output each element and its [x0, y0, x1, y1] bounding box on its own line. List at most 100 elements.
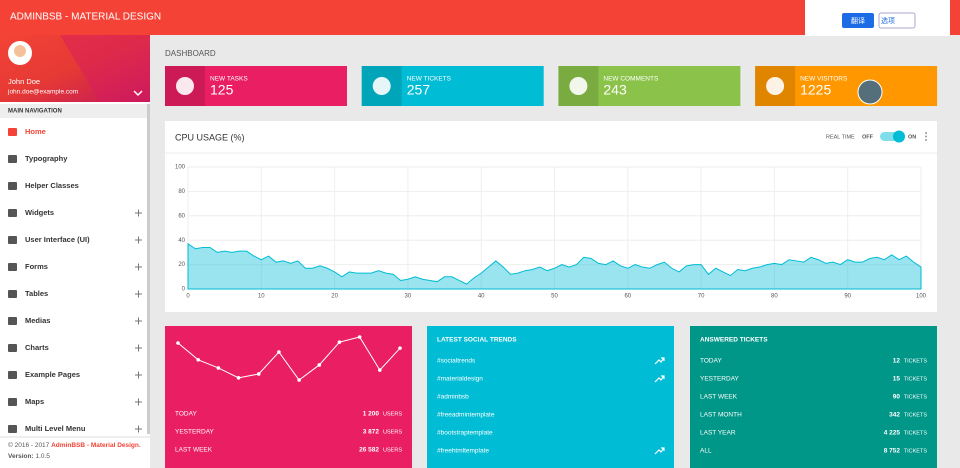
sparkline-point — [317, 363, 322, 367]
trending-icon — [654, 357, 665, 365]
x-tick-label: 10 — [258, 294, 265, 300]
translate-button[interactable] — [842, 13, 874, 28]
area — [187, 242, 922, 290]
y-tick-label: 20 — [178, 262, 185, 268]
trending-icon — [654, 375, 665, 383]
scrollbar — [147, 104, 150, 434]
trending-icon — [654, 447, 665, 455]
sparkline-point — [297, 378, 301, 382]
users-card — [165, 326, 412, 468]
ticket-unit: TICKETS — [904, 412, 928, 418]
sparkline-point — [277, 350, 281, 354]
info-value: 257 — [407, 82, 431, 98]
user-menu-toggle[interactable] — [133, 90, 143, 97]
sparkline-point — [357, 335, 362, 339]
footer-brand[interactable]: AdminBSB - Material Design. — [51, 442, 141, 449]
user-bg-shape — [60, 35, 150, 102]
tickets-title: ANSWERED TICKETS — [700, 337, 768, 344]
menu-icon — [8, 290, 17, 298]
ticket-value: 4 225 — [884, 430, 901, 437]
page-title: DASHBOARD — [165, 49, 216, 58]
menu-item[interactable]: Typography — [25, 154, 68, 163]
menu-icon — [8, 128, 17, 136]
social-title: LATEST SOCIAL TRENDS — [437, 337, 517, 344]
ticket-label: LAST MONTH — [700, 412, 742, 419]
info-icon — [372, 77, 391, 95]
info-value: 1225 — [800, 82, 831, 98]
sparkline-point — [236, 376, 241, 380]
ticket-value: 8 752 — [884, 448, 901, 455]
ticket-unit: TICKETS — [904, 448, 928, 454]
y-tick-label: 60 — [178, 213, 185, 219]
more-menu[interactable] — [932, 12, 936, 24]
brand[interactable]: ADMINBSB - MATERIAL DESIGN — [10, 12, 161, 23]
menu-item[interactable]: Widgets — [25, 208, 54, 217]
card-title: CPU USAGE (%) — [175, 132, 245, 142]
menu-icon — [8, 236, 17, 244]
info-icon — [569, 77, 588, 95]
menu-icon — [8, 398, 17, 406]
menu-item[interactable]: Forms — [25, 262, 48, 271]
menu-item[interactable]: User Interface (UI) — [25, 235, 90, 244]
trend-tag[interactable]: #socialtrends — [437, 358, 476, 365]
card-menu[interactable] — [925, 132, 927, 141]
stat-value: 3 872 — [363, 429, 380, 436]
menu-icon — [8, 209, 17, 217]
ticket-unit: TICKETS — [904, 430, 928, 436]
menu-icon — [8, 263, 17, 271]
ticket-label: LAST WEEK — [700, 394, 738, 401]
info-icon — [176, 77, 194, 95]
trend-tag[interactable]: #materialdesign — [437, 376, 483, 383]
ticket-label: TODAY — [700, 358, 722, 365]
menu-icon — [8, 344, 17, 352]
stat-value: 1 200 — [363, 411, 380, 418]
menu-item[interactable]: Charts — [25, 343, 49, 352]
info-label: NEW TICKETS — [407, 76, 452, 83]
menu-icon — [8, 371, 17, 379]
menu-icon — [8, 425, 17, 433]
nav-header: MAIN NAVIGATION — [8, 109, 62, 115]
menu-item[interactable]: Medias — [25, 316, 50, 325]
options-button[interactable] — [878, 12, 916, 29]
trend-tag[interactable]: #bootstraptemplate — [437, 430, 493, 437]
version-number: 1.0.5 — [35, 453, 50, 460]
x-tick-label: 40 — [478, 294, 485, 300]
trend-tag[interactable]: #freehtmltemplate — [437, 448, 489, 455]
menu-item[interactable]: Tables — [25, 289, 48, 298]
info-label: NEW COMMENTS — [603, 76, 659, 83]
stat-unit: USERS — [383, 429, 402, 435]
copyright: © 2016 - 2017 AdminBSB - Material Design… — [8, 441, 141, 449]
x-tick-label: 50 — [551, 294, 558, 300]
copyright-text: © 2016 - 2017 — [8, 441, 50, 449]
realtime-label: REAL TIME — [826, 134, 855, 140]
options-label: 选项 — [881, 16, 895, 25]
stat-label: LAST WEEK — [175, 447, 213, 454]
ticket-value: 15 — [893, 376, 901, 383]
menu-item[interactable]: Helper Classes — [25, 181, 79, 190]
info-box — [755, 66, 938, 106]
avatar-face — [14, 45, 26, 57]
info-box — [558, 66, 741, 106]
menu-icon — [8, 317, 17, 325]
x-tick-label: 100 — [916, 294, 927, 300]
social-card — [427, 326, 674, 468]
y-tick-label: 40 — [178, 238, 185, 244]
off-label: OFF — [862, 134, 874, 140]
translate-label: 翻译 — [851, 16, 865, 25]
info-value: 243 — [603, 82, 627, 98]
menu-item[interactable]: Example Pages — [25, 370, 80, 379]
menu-icon — [8, 182, 17, 190]
info-value: 125 — [210, 82, 234, 98]
menu-item[interactable]: Home — [25, 127, 46, 136]
info-box — [165, 66, 347, 106]
menu-item[interactable]: Multi Level Menu — [25, 424, 86, 433]
ticket-label: ALL — [700, 448, 712, 455]
trend-tag[interactable]: #adminbsb — [437, 394, 469, 401]
visitor-image — [857, 79, 883, 105]
x-tick-label: 90 — [844, 294, 851, 300]
menu-item[interactable]: Maps — [25, 397, 44, 406]
sparkline-point — [256, 372, 261, 376]
trend-tag[interactable]: #freeadmintemplate — [437, 412, 495, 419]
